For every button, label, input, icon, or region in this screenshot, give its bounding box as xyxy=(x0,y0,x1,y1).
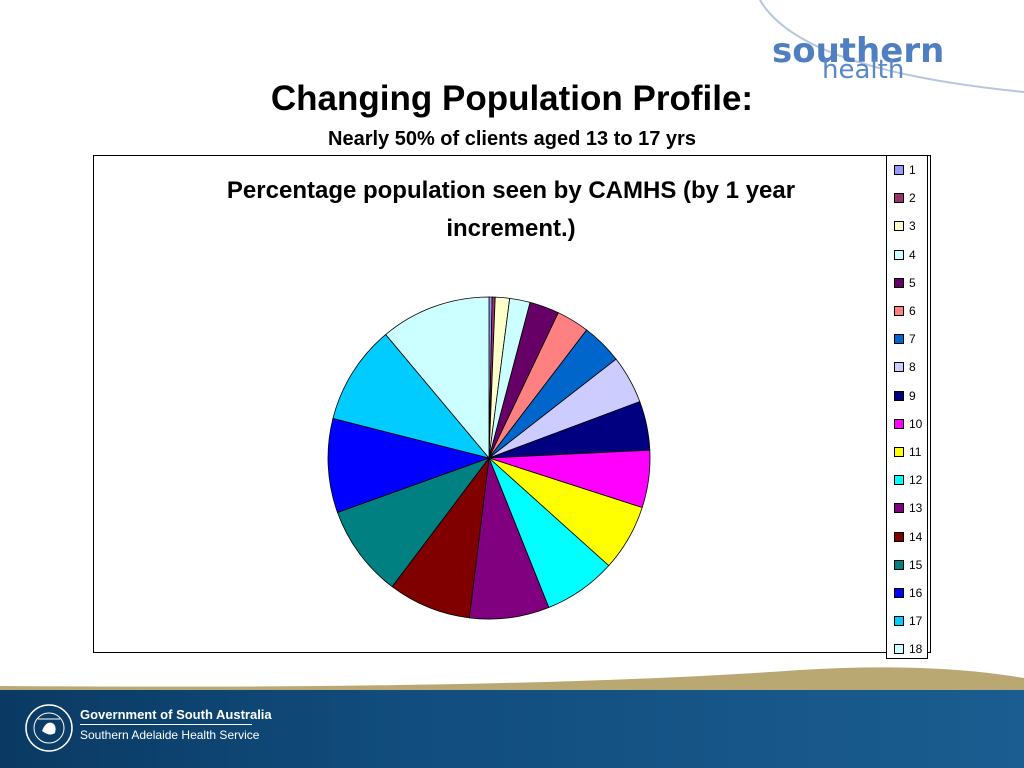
pie-slice-16 xyxy=(327,417,491,513)
legend-item-11: 11 xyxy=(894,445,921,459)
legend-swatch xyxy=(894,390,904,401)
pie-slice-15 xyxy=(336,457,491,588)
legend-swatch xyxy=(894,418,904,429)
legend-label: 1 xyxy=(909,163,916,177)
legend-label: 15 xyxy=(909,557,923,572)
legend-item-7: 7 xyxy=(894,332,916,346)
legend-label: 2 xyxy=(909,191,916,206)
legend-item-14: 14 xyxy=(894,530,922,544)
legend-label: 4 xyxy=(909,247,916,262)
legend-item-9: 9 xyxy=(894,389,916,403)
footer-bar xyxy=(0,690,1024,768)
legend-label: 5 xyxy=(909,275,916,290)
legend-item-1: 1 xyxy=(894,163,916,177)
chart-title: Percentage population seen by CAMHS (by … xyxy=(226,177,796,242)
legend-item-18: 18 xyxy=(894,642,922,656)
legend-label: 12 xyxy=(909,473,923,488)
legend-swatch xyxy=(894,447,904,457)
legend-swatch xyxy=(894,616,904,627)
logo-line-2: health xyxy=(822,55,905,85)
page-title: Changing Population Profile: xyxy=(270,79,754,118)
legend-label: 6 xyxy=(909,304,916,318)
chart-legend xyxy=(886,155,928,659)
legend-swatch xyxy=(894,221,904,232)
legend-label: 13 xyxy=(909,501,923,516)
legend-swatch xyxy=(894,503,904,514)
legend-label: 17 xyxy=(909,614,923,629)
legend-item-5: 5 xyxy=(894,276,916,290)
legend-label: 18 xyxy=(909,642,923,657)
legend-label: 16 xyxy=(909,586,923,600)
legend-label: 3 xyxy=(909,219,916,234)
legend-item-15: 15 xyxy=(894,558,922,572)
legend-item-16: 16 xyxy=(894,586,922,600)
government-name: Government of South Australia xyxy=(80,707,272,722)
legend-label: 9 xyxy=(909,388,916,403)
legend-swatch xyxy=(894,277,904,288)
legend-swatch xyxy=(894,306,904,316)
legend-item-4: 4 xyxy=(894,248,916,262)
legend-swatch xyxy=(894,588,904,598)
legend-label: 14 xyxy=(909,529,923,544)
legend-item-13: 13 xyxy=(894,501,922,515)
legend-swatch xyxy=(894,531,904,542)
legend-label: 11 xyxy=(909,445,922,459)
legend-swatch xyxy=(894,334,904,345)
legend-item-17: 17 xyxy=(894,614,922,628)
logo-line-1: southern xyxy=(772,31,945,71)
legend-label: 8 xyxy=(909,360,916,375)
legend-swatch xyxy=(894,644,904,655)
legend-item-3: 3 xyxy=(894,219,916,233)
legend-item-12: 12 xyxy=(894,473,922,487)
legend-swatch xyxy=(894,362,904,373)
government-seal-icon xyxy=(25,704,73,752)
legend-swatch xyxy=(894,165,904,175)
legend-swatch xyxy=(894,475,904,486)
legend-item-10: 10 xyxy=(894,417,922,431)
pie-slice-18 xyxy=(385,296,490,460)
pie-slice-17 xyxy=(332,333,491,459)
legend-item-8: 8 xyxy=(894,360,916,374)
pie-slices xyxy=(327,296,651,620)
footer-divider xyxy=(80,724,252,725)
legend-item-2: 2 xyxy=(894,191,916,205)
legend-item-6: 6 xyxy=(894,304,916,318)
legend-label: 7 xyxy=(909,332,916,347)
legend-swatch xyxy=(894,193,904,204)
legend-swatch xyxy=(894,249,904,260)
service-name: Southern Adelaide Health Service xyxy=(80,728,260,742)
legend-swatch xyxy=(894,559,904,570)
page-subtitle: Nearly 50% of clients aged 13 to 17 yrs xyxy=(328,128,696,150)
legend-label: 10 xyxy=(909,416,923,431)
